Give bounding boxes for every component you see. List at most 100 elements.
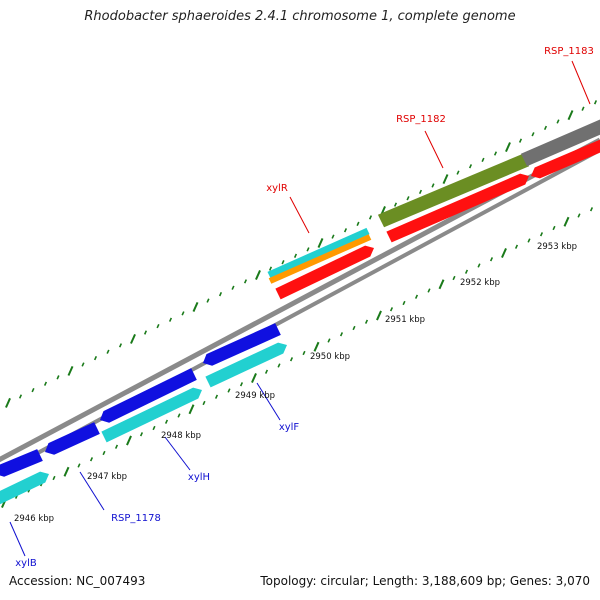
tick-mark bbox=[218, 292, 223, 297]
tick-mark bbox=[414, 294, 419, 299]
gene-red-xylR bbox=[275, 245, 374, 300]
tick-mark bbox=[364, 319, 369, 324]
leader-line bbox=[289, 196, 310, 234]
tick-mark bbox=[126, 435, 132, 446]
scale-label: 2947 kbp bbox=[87, 472, 127, 482]
map-title: Rhodobacter sphaeroides 2.4.1 chromosome… bbox=[84, 9, 516, 24]
tick-mark bbox=[452, 275, 456, 281]
tick-mark bbox=[93, 355, 98, 361]
tick-mark bbox=[477, 263, 481, 268]
gene-label-xylR: xylR bbox=[266, 183, 288, 194]
tick-mark bbox=[442, 174, 449, 185]
gene-features bbox=[0, 119, 600, 505]
gene-label-xylF: xylF bbox=[279, 422, 300, 433]
tick-mark bbox=[418, 189, 423, 194]
tick-mark bbox=[152, 425, 156, 431]
scale-label: 2950 kbp bbox=[310, 352, 350, 362]
tick-mark bbox=[556, 119, 560, 124]
tick-mark bbox=[438, 279, 445, 290]
tick-mark bbox=[518, 138, 523, 143]
accession-text: Accession: NC_007493 bbox=[9, 574, 146, 588]
tick-mark bbox=[531, 132, 535, 137]
tick-mark bbox=[431, 183, 435, 188]
tick-mark bbox=[114, 444, 119, 449]
scale-label: 2951 kbp bbox=[385, 315, 425, 325]
tick-mark bbox=[63, 466, 70, 477]
leader-line bbox=[164, 436, 191, 471]
gene-label-RSP_1178: RSP_1178 bbox=[111, 513, 161, 524]
tick-mark bbox=[67, 365, 74, 376]
tick-mark bbox=[331, 234, 335, 239]
tick-mark bbox=[489, 257, 494, 262]
tick-mark bbox=[52, 475, 56, 481]
tick-mark bbox=[255, 270, 261, 280]
tick-mark bbox=[206, 298, 210, 303]
tick-mark bbox=[130, 333, 136, 344]
tick-mark bbox=[192, 301, 199, 312]
tick-mark bbox=[268, 266, 273, 271]
tick-mark bbox=[468, 164, 473, 169]
gene-blue-xylB bbox=[0, 449, 43, 477]
tick-mark bbox=[156, 324, 160, 329]
leader-line bbox=[79, 471, 105, 511]
tick-mark bbox=[343, 228, 348, 233]
tick-mark bbox=[143, 330, 148, 335]
tick-mark bbox=[376, 310, 382, 321]
scale-label: 2952 kbp bbox=[460, 278, 500, 288]
tick-mark bbox=[251, 373, 257, 383]
tick-mark bbox=[356, 221, 360, 226]
tick-mark bbox=[406, 196, 410, 201]
tick-mark bbox=[352, 325, 356, 331]
backbone-line-lower bbox=[0, 148, 600, 476]
tick-mark bbox=[118, 343, 123, 348]
tick-mark bbox=[493, 151, 498, 156]
tick-mark bbox=[168, 317, 173, 322]
tick-mark bbox=[188, 404, 195, 415]
tick-mark bbox=[539, 232, 544, 237]
tick-mark bbox=[181, 311, 185, 316]
tick-mark bbox=[389, 307, 394, 312]
tick-mark bbox=[264, 369, 269, 374]
gene-label-RSP_1183: RSP_1183 bbox=[544, 46, 594, 57]
gene-label-RSP_1182: RSP_1182 bbox=[396, 114, 446, 125]
gene-red-RSP_1182 bbox=[386, 173, 529, 243]
tick-mark bbox=[368, 215, 373, 220]
tick-mark bbox=[593, 100, 598, 105]
gene-gray-RSP_1183 bbox=[520, 119, 600, 167]
scale-label: 2949 kbp bbox=[235, 391, 275, 401]
tick-mark bbox=[501, 248, 507, 258]
tick-mark bbox=[577, 213, 581, 218]
tick-mark bbox=[5, 397, 11, 408]
tick-mark bbox=[563, 216, 570, 227]
tick-mark bbox=[514, 244, 519, 249]
label-leader-lines bbox=[9, 60, 591, 557]
tick-mark bbox=[293, 253, 298, 258]
leader-line bbox=[424, 130, 444, 169]
tick-marks bbox=[1, 100, 598, 508]
tick-mark bbox=[56, 375, 60, 380]
tick-mark bbox=[277, 363, 281, 368]
tick-mark bbox=[327, 338, 331, 343]
gene-cyan-RSP_1178 bbox=[101, 387, 202, 443]
genome-summary-text: Topology: circular; Length: 3,188,609 bp… bbox=[260, 574, 590, 588]
tick-mark bbox=[89, 457, 94, 462]
tick-mark bbox=[231, 285, 235, 290]
tick-mark bbox=[505, 142, 511, 153]
tick-mark bbox=[464, 269, 469, 274]
gene-cyan-xylR bbox=[267, 227, 370, 279]
tick-mark bbox=[81, 362, 85, 367]
tick-mark bbox=[581, 106, 585, 111]
tick-mark bbox=[313, 341, 320, 352]
tick-mark bbox=[31, 387, 35, 393]
tick-mark bbox=[552, 225, 556, 231]
tick-mark bbox=[139, 432, 144, 437]
tick-mark bbox=[456, 170, 460, 175]
gene-blue-xylH bbox=[100, 368, 197, 423]
tick-mark bbox=[202, 400, 206, 406]
tick-mark bbox=[427, 288, 431, 293]
tick-mark bbox=[239, 382, 244, 387]
tick-mark bbox=[527, 238, 531, 243]
tick-mark bbox=[339, 332, 344, 337]
tick-mark bbox=[402, 300, 406, 306]
